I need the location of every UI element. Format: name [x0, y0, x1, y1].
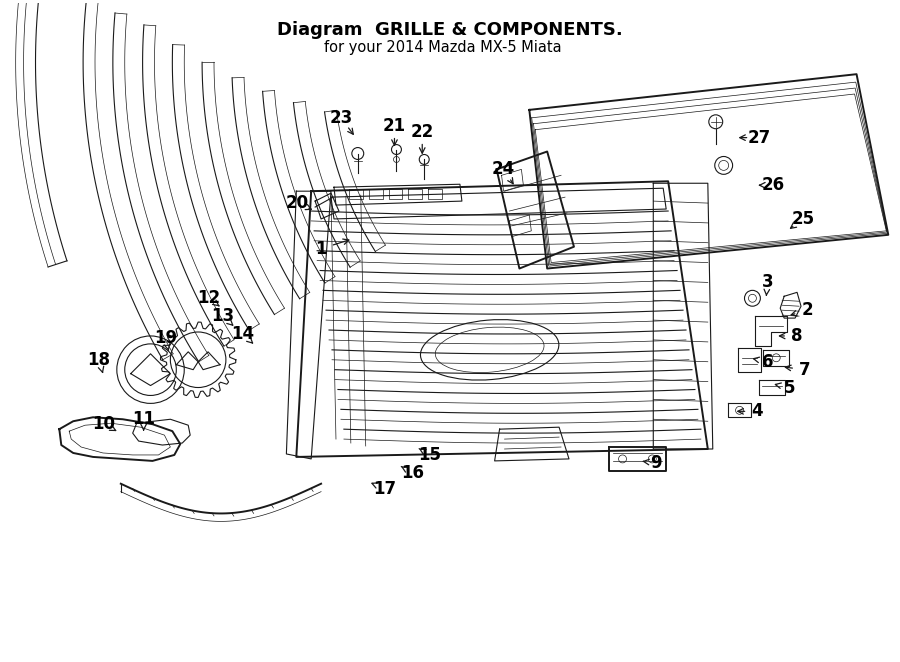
Text: 21: 21	[382, 117, 406, 135]
Text: 9: 9	[651, 454, 662, 472]
Text: for your 2014 Mazda MX-5 Miata: for your 2014 Mazda MX-5 Miata	[324, 40, 576, 56]
Text: 27: 27	[748, 128, 771, 147]
Text: 5: 5	[783, 379, 795, 397]
Text: 22: 22	[410, 122, 434, 141]
Text: 2: 2	[801, 301, 813, 319]
Text: 16: 16	[400, 464, 424, 482]
Text: 25: 25	[791, 210, 814, 228]
Text: 14: 14	[231, 325, 255, 343]
Text: 15: 15	[418, 446, 442, 464]
Text: 17: 17	[373, 480, 396, 498]
Text: 3: 3	[761, 273, 773, 291]
Text: 26: 26	[761, 176, 785, 194]
Text: 23: 23	[329, 109, 353, 127]
Text: 10: 10	[93, 415, 115, 433]
Text: 18: 18	[87, 351, 111, 369]
Text: 7: 7	[799, 361, 811, 379]
Text: 19: 19	[154, 329, 177, 347]
Text: 24: 24	[492, 160, 515, 178]
Text: 13: 13	[212, 307, 235, 325]
Text: 1: 1	[315, 240, 327, 258]
Text: 11: 11	[132, 410, 155, 428]
Text: 12: 12	[197, 289, 220, 307]
Text: 4: 4	[752, 402, 763, 420]
Text: 6: 6	[761, 353, 773, 371]
Text: Diagram  GRILLE & COMPONENTS.: Diagram GRILLE & COMPONENTS.	[277, 21, 623, 38]
Text: 8: 8	[791, 327, 803, 345]
Text: 20: 20	[285, 194, 309, 212]
